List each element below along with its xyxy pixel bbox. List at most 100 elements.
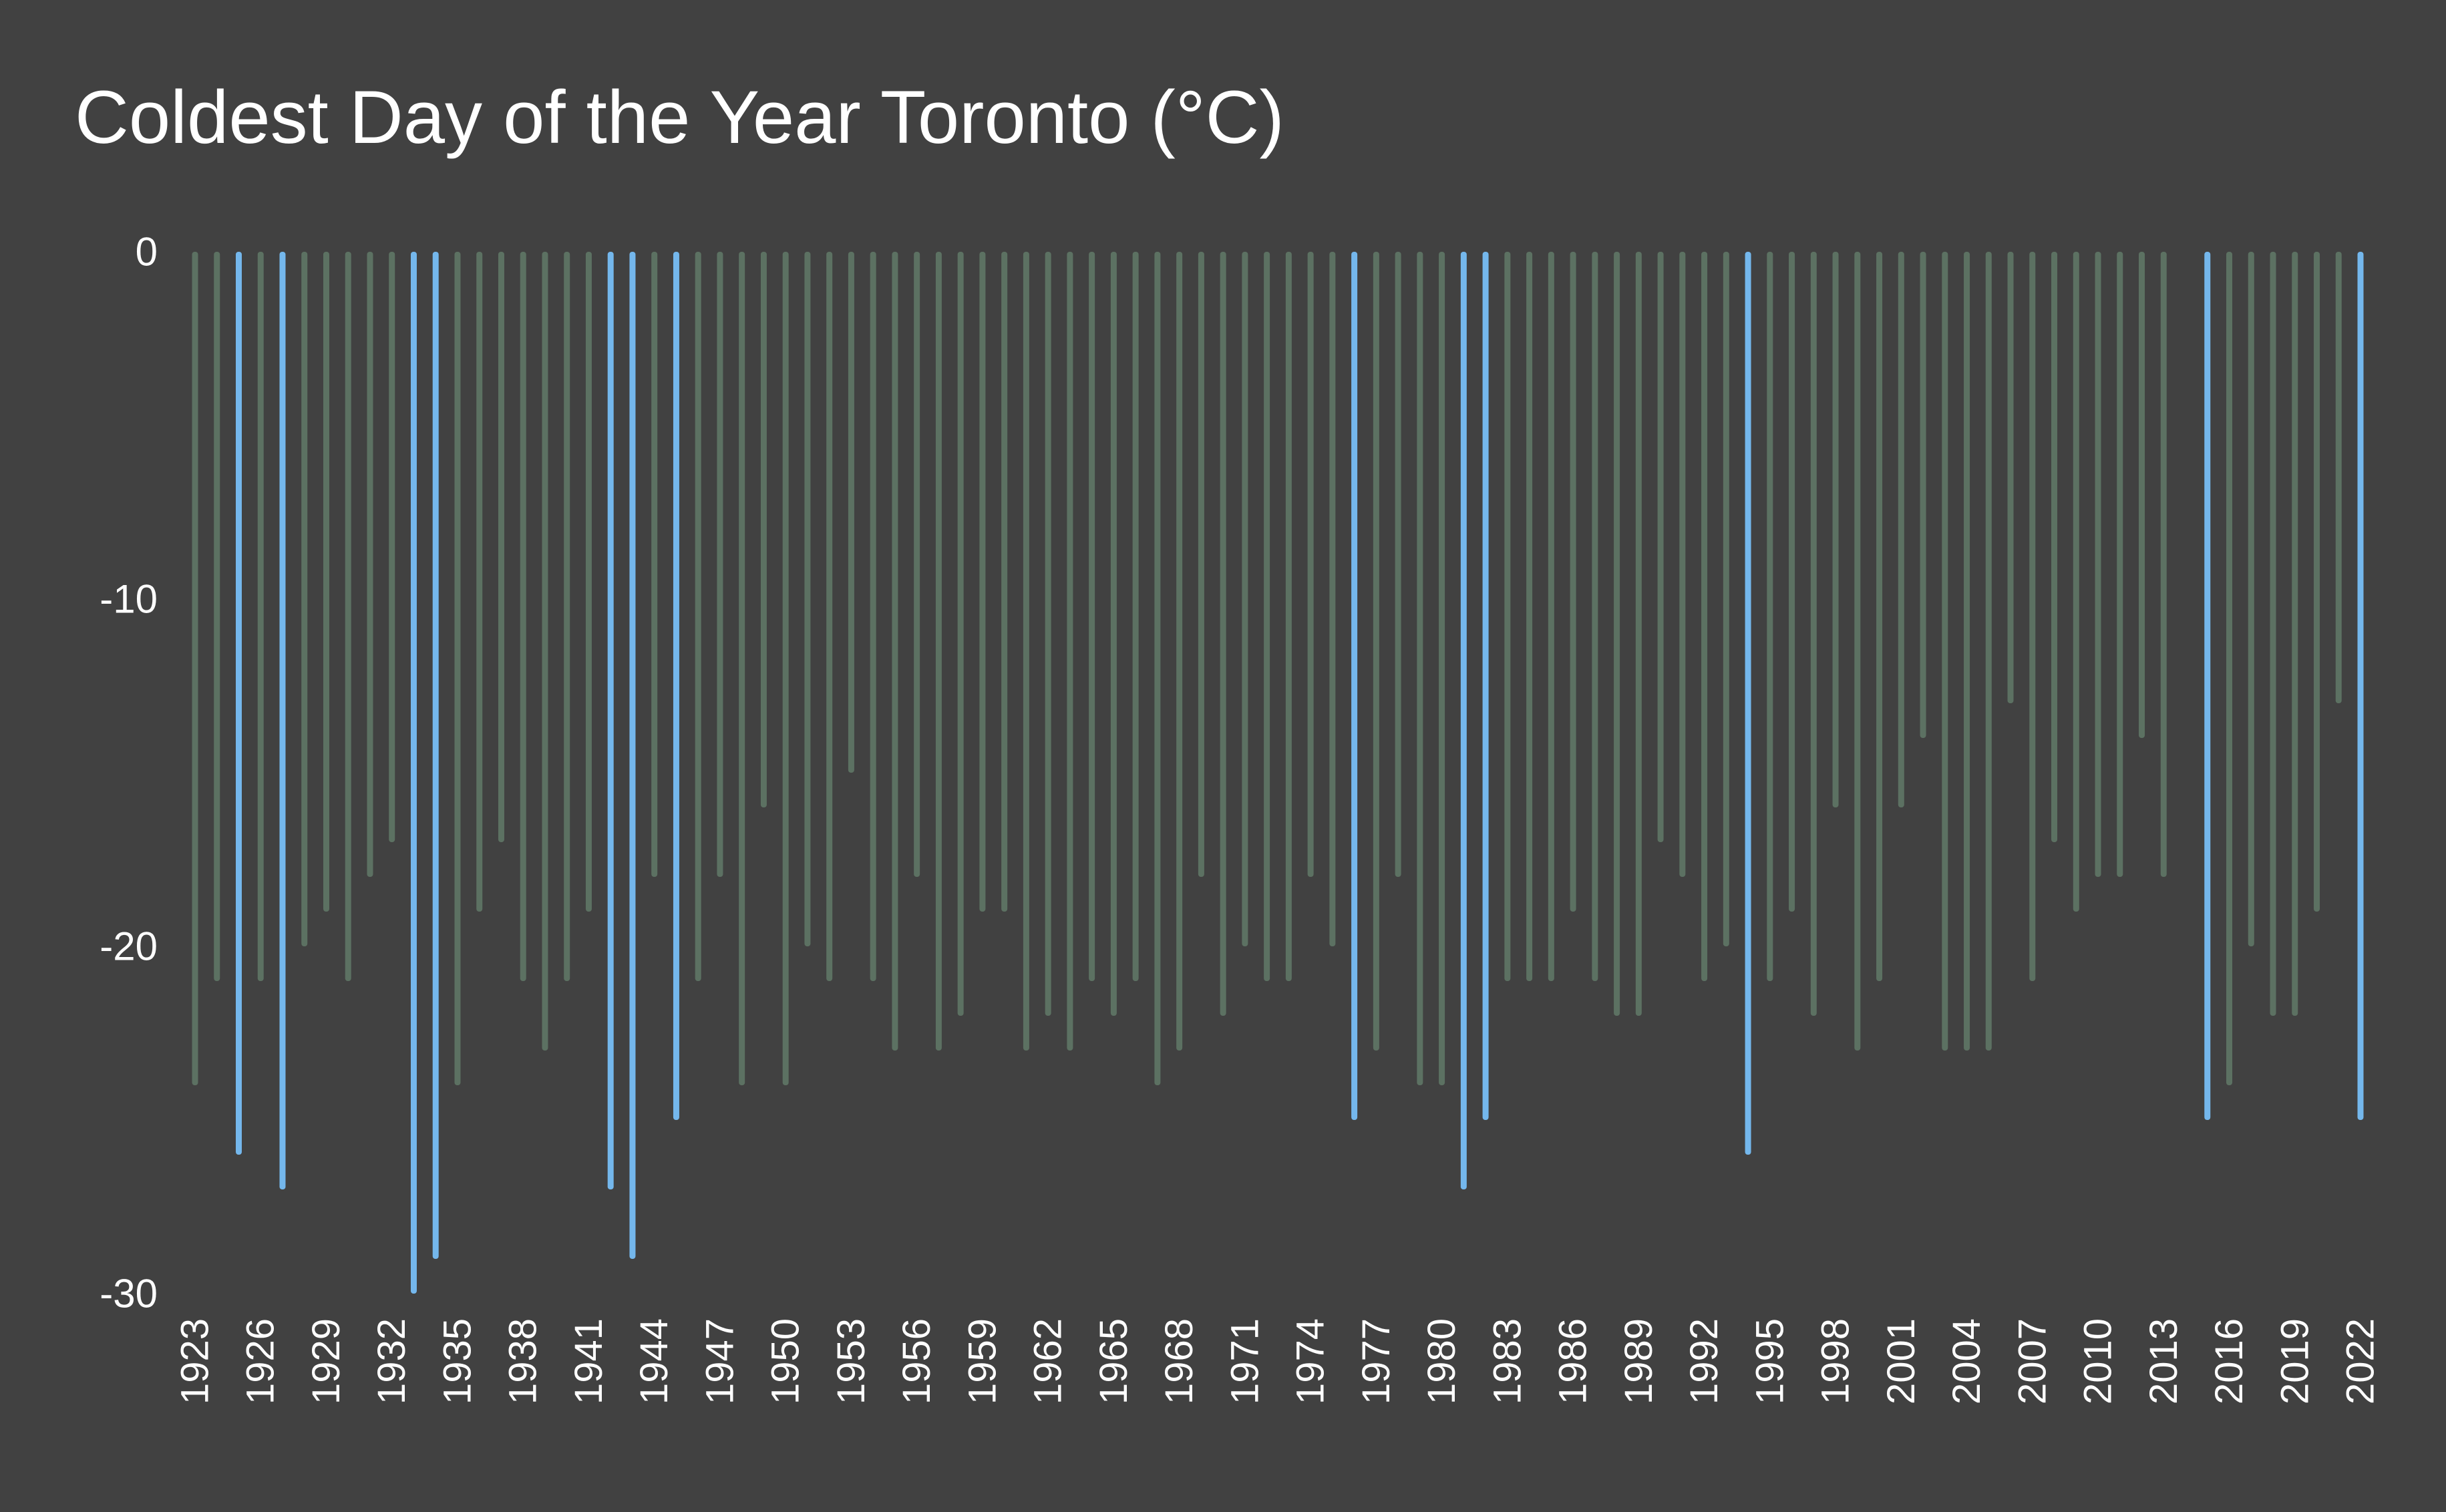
x-tick-label: 1929 (305, 1318, 348, 1404)
bar (2292, 252, 2298, 1016)
bar (1679, 252, 1686, 877)
bar (1504, 252, 1511, 981)
bar (498, 252, 504, 842)
bar (389, 252, 395, 842)
bar (1220, 252, 1226, 1016)
x-tick-label: 1980 (1420, 1318, 1463, 1404)
bar (410, 252, 417, 1294)
bar (1767, 252, 1773, 981)
bar (607, 252, 614, 1189)
bar (1876, 252, 1883, 981)
bars (192, 252, 2364, 1294)
bar (345, 252, 351, 981)
bar (2007, 252, 2014, 703)
bar (2095, 252, 2101, 877)
bar (1417, 252, 1423, 1085)
bar (1373, 252, 1379, 1051)
x-axis: 1923 1926 1929 1932 1935 1938 1941 1944 1947 1950… (174, 1318, 2383, 1404)
bar (1242, 252, 1248, 946)
x-tick-label: 2004 (1945, 1318, 1988, 1404)
bar (935, 252, 942, 1051)
bar (1023, 252, 1029, 1051)
bar (476, 252, 483, 912)
bar (367, 252, 373, 877)
x-tick-label: 1986 (1552, 1318, 1595, 1404)
bar (1635, 252, 1642, 1016)
bar (2160, 252, 2167, 877)
bar (673, 252, 679, 1120)
x-tick-label: 1977 (1355, 1318, 1398, 1404)
bar (1657, 252, 1664, 842)
bar (826, 252, 833, 981)
x-tick-label: 2016 (2208, 1318, 2251, 1404)
bar (257, 252, 264, 981)
bar (1985, 252, 1992, 1051)
bar (629, 252, 636, 1259)
bar (870, 252, 876, 981)
bar (1089, 252, 1095, 981)
bar (760, 252, 767, 807)
bar (192, 252, 198, 1085)
x-tick-label: 1935 (435, 1318, 479, 1404)
bar (717, 252, 723, 877)
bar (564, 252, 570, 981)
x-tick-label: 2019 (2273, 1318, 2316, 1404)
bar (848, 252, 854, 773)
bar (2051, 252, 2058, 842)
bar (1001, 252, 1008, 912)
bar (1526, 252, 1533, 981)
bar (1592, 252, 1598, 981)
bar (235, 252, 242, 1155)
bar (1132, 252, 1139, 981)
bar (804, 252, 811, 946)
bar (279, 252, 286, 1189)
bar (2073, 252, 2079, 912)
x-tick-label: 2013 (2142, 1318, 2186, 1404)
bar (2226, 252, 2233, 1085)
x-tick-label: 1983 (1486, 1318, 1529, 1404)
bar (301, 252, 308, 946)
bar (1307, 252, 1314, 877)
y-axis: 0 -10 -20 -30 (100, 230, 158, 1316)
bar (979, 252, 986, 912)
x-tick-label: 1923 (174, 1318, 217, 1404)
bar (1198, 252, 1204, 877)
x-tick-label: 1965 (1092, 1318, 1135, 1404)
bar (2204, 252, 2211, 1120)
y-tick-label: 0 (136, 230, 158, 274)
x-tick-label: 2001 (1880, 1318, 1923, 1404)
bar (695, 252, 701, 981)
bar (1110, 252, 1117, 1016)
bar (651, 252, 658, 877)
bar (1439, 252, 1445, 1085)
x-tick-label: 1962 (1027, 1318, 1070, 1404)
x-tick-label: 1956 (895, 1318, 938, 1404)
bar (1701, 252, 1708, 981)
bar (214, 252, 220, 981)
bar (1964, 252, 1970, 1051)
bar (454, 252, 461, 1085)
y-tick-label: -30 (100, 1272, 158, 1316)
x-tick-label: 1950 (764, 1318, 808, 1404)
bar (542, 252, 548, 1051)
bar (1351, 252, 1358, 1120)
x-tick-label: 1971 (1223, 1318, 1266, 1404)
bar (1570, 252, 1576, 912)
x-tick-label: 2010 (2077, 1318, 2120, 1404)
x-tick-label: 1974 (1289, 1318, 1333, 1404)
bar (1789, 252, 1795, 912)
bar (2314, 252, 2320, 912)
x-tick-label: 1947 (698, 1318, 741, 1404)
bar (1942, 252, 1948, 1051)
bar (782, 252, 789, 1085)
bar (1067, 252, 1073, 1051)
bar (2117, 252, 2123, 877)
bar (432, 252, 439, 1259)
bar (2357, 252, 2364, 1120)
y-tick-label: -20 (100, 924, 158, 969)
bar (2139, 252, 2145, 738)
bar (1745, 252, 1751, 1155)
x-tick-label: 1953 (830, 1318, 873, 1404)
bar (1482, 252, 1489, 1120)
x-tick-label: 2007 (2011, 1318, 2054, 1404)
